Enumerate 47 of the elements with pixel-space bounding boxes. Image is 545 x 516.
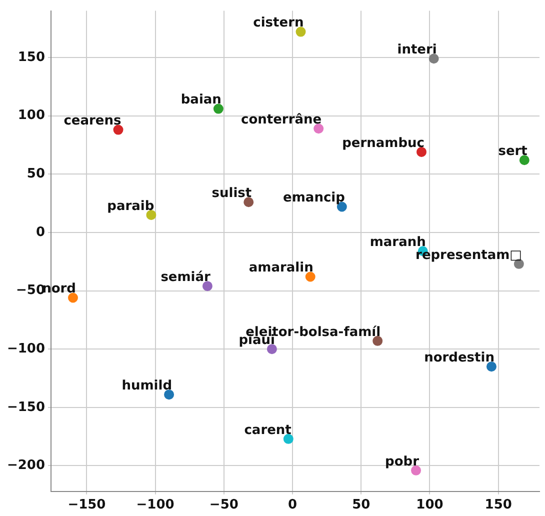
series-label: cearens: [64, 114, 122, 129]
x-tick-label: 150: [484, 498, 512, 513]
series-label: semiár: [160, 270, 212, 285]
x-tick-label: 0: [288, 498, 298, 513]
point: [113, 124, 124, 135]
series-label: representam□: [416, 248, 522, 263]
series-label: carent: [244, 422, 292, 438]
series-label: cistern: [253, 16, 304, 31]
y-tick-label: 50: [26, 166, 46, 182]
series-label: sulist: [212, 186, 252, 201]
x-tick-label: 50: [352, 498, 370, 513]
series-label: amaralin: [248, 260, 314, 276]
point: [314, 124, 324, 134]
series-label: interi: [397, 42, 437, 58]
series-label: conterrâne: [240, 112, 322, 128]
series-label: baian: [180, 92, 222, 108]
y-tick-label: 100: [18, 108, 46, 124]
point: [244, 197, 254, 208]
series-label: paraib: [107, 198, 154, 214]
series-label: nord: [42, 282, 76, 297]
point: [519, 155, 530, 166]
point: [372, 336, 383, 346]
point: [296, 26, 306, 37]
series-label: emancip: [283, 190, 345, 206]
point: [486, 362, 496, 372]
x-tick-label: 100: [416, 498, 444, 513]
point: [283, 434, 294, 444]
series-label: humild: [122, 378, 172, 394]
y-tick-label: −200: [7, 458, 46, 474]
point: [202, 281, 212, 292]
point: [213, 104, 224, 114]
x-tick-label: −150: [68, 498, 106, 513]
x-tick-label: −100: [136, 498, 174, 513]
series-label: sert: [498, 144, 528, 159]
y-tick-label: 0: [36, 224, 46, 240]
y-tick-label: −100: [7, 341, 46, 356]
series-label: nordestin: [424, 350, 494, 366]
point: [305, 272, 316, 282]
point: [164, 390, 174, 400]
series-label: pobr: [385, 454, 420, 470]
series-label: pernambuc: [342, 136, 424, 151]
point: [68, 292, 78, 303]
x-tick-label: −50: [209, 498, 238, 513]
point: [428, 54, 439, 64]
series-label: maranh: [370, 234, 426, 250]
y-tick-label: −150: [7, 400, 46, 415]
y-tick-label: 150: [18, 50, 46, 65]
